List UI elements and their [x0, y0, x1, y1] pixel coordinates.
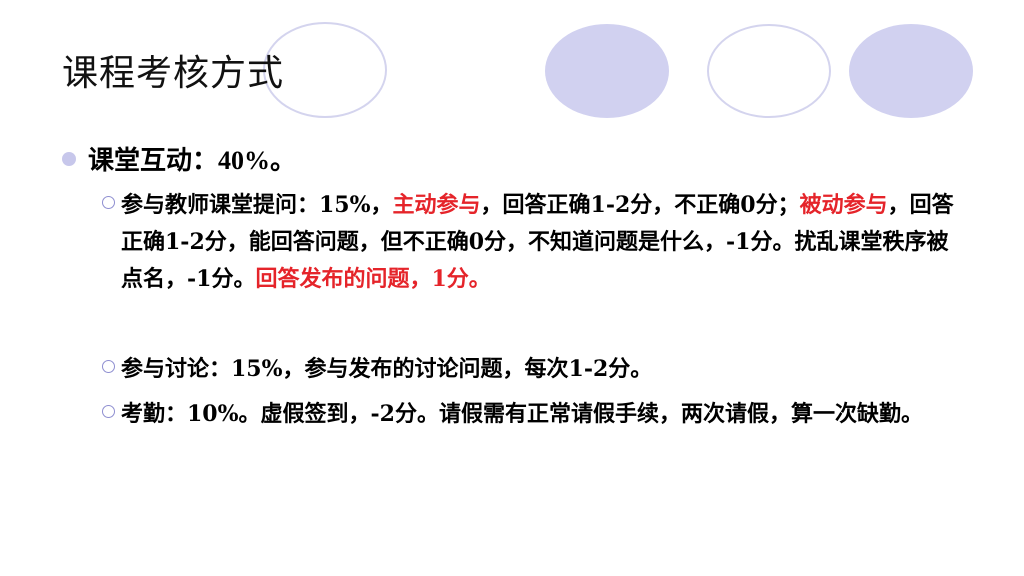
list-item-attendance: 考勤：10%。虚假签到，-2分。请假需有正常请假手续，两次请假，算一次缺勤。 — [102, 396, 962, 433]
list-item-teacher-questions: 参与教师课堂提问：15%，主动参与，回答正确1-2分，不正确0分；被动参与，回答… — [102, 187, 962, 298]
deco-circle-outline-1 — [263, 22, 387, 118]
deco-circle-filled-1 — [545, 24, 669, 118]
list-item-text: 考勤：10%。虚假签到，-2分。请假需有正常请假手续，两次请假，算一次缺勤。 — [121, 401, 923, 427]
bullet-value: ：40%。 — [192, 146, 297, 175]
deco-circle-filled-2 — [849, 24, 973, 118]
text-segment: ，回答正确1-2分，不正确0分； — [480, 192, 800, 218]
bullet-ring-icon — [102, 196, 115, 209]
bullet-ring-icon — [102, 405, 115, 418]
text-segment: 参与教师课堂提问：15%， — [121, 192, 393, 218]
bullet-ring-icon — [102, 360, 115, 373]
list-item-discussion: 参与讨论：15%，参与发布的讨论问题，每次1-2分。 — [102, 351, 962, 388]
highlight-answer-published: 回答发布的问题，1分。 — [255, 266, 491, 292]
text-segment: ，回答正确1-2分，能回答问题，但不正确0分，不知道问题是什么，-1分。扰乱课堂… — [121, 192, 954, 292]
highlight-passive-participation: 被动参与 — [799, 192, 888, 218]
list-item-text: 参与教师课堂提问：15%，主动参与，回答正确1-2分，不正确0分；被动参与，回答… — [121, 187, 962, 298]
list-item-text: 参与讨论：15%，参与发布的讨论问题，每次1-2分。 — [121, 356, 653, 382]
bullet-class-interaction: 课堂互动 ：40%。 — [62, 140, 296, 177]
deco-circle-outline-2 — [707, 24, 831, 118]
highlight-active-participation: 主动参与 — [392, 192, 481, 218]
slide-title: 课程考核方式 — [62, 53, 285, 94]
bullet-label: 课堂互动 — [88, 146, 193, 176]
bullet-dot-icon — [62, 151, 76, 166]
